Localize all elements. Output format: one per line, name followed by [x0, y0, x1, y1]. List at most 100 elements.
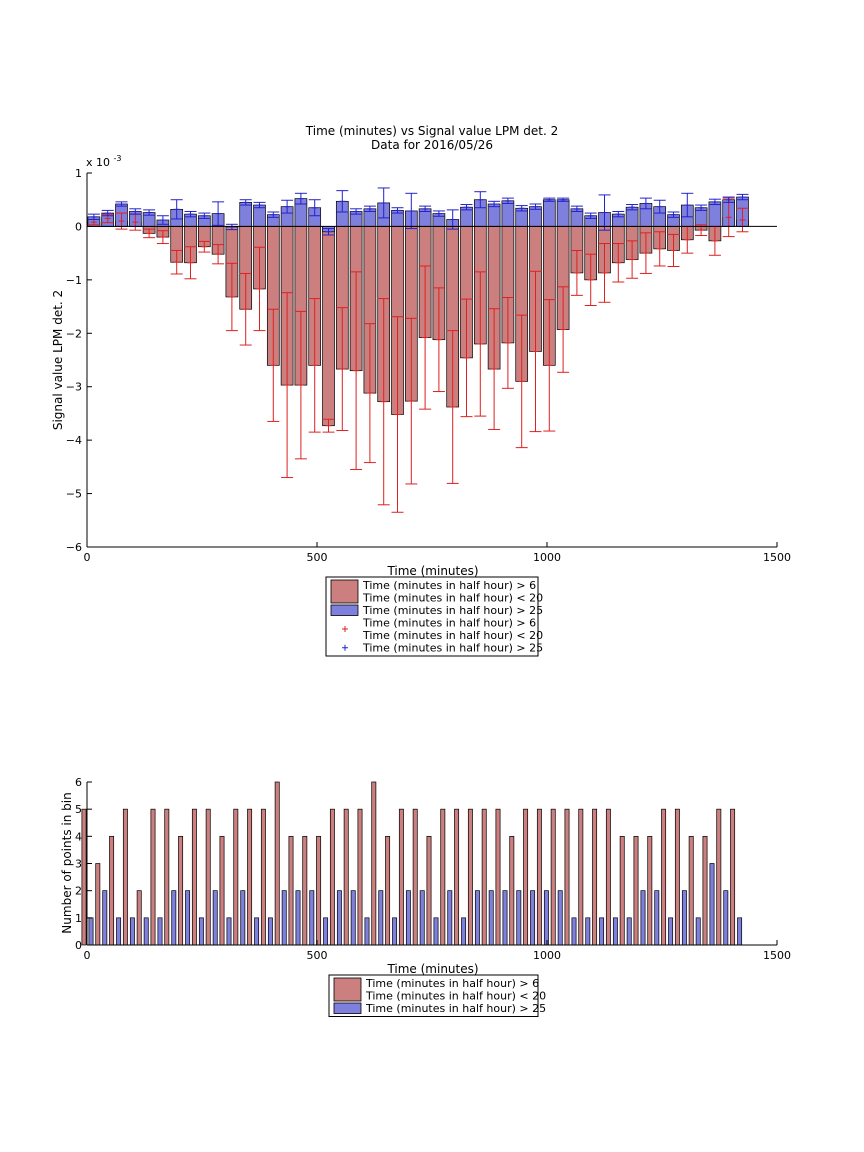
- count-bar-blue: [88, 917, 94, 946]
- count-bar-blue: [309, 890, 315, 946]
- chart2-xlabel: Time (minutes): [386, 962, 478, 976]
- chart2-legend-label: Time (minutes in half hour) < 20: [365, 990, 546, 1003]
- count-bar-blue: [419, 890, 425, 946]
- count-bar-red: [647, 835, 653, 946]
- count-bar-red: [619, 835, 625, 946]
- chart2-legend-swatch: [333, 977, 362, 1002]
- count-bar-red: [274, 781, 280, 946]
- count-bar-blue: [240, 890, 246, 946]
- count-bar-red: [509, 835, 515, 946]
- chart2-y-tick-label: 5: [75, 803, 82, 816]
- count-bar-red: [702, 835, 708, 946]
- chart1-y-exponent-base: x 10: [86, 156, 110, 169]
- count-bar-red: [385, 835, 391, 946]
- count-bar-blue: [226, 917, 232, 946]
- chart1-y-tick-label: −5: [66, 488, 82, 501]
- count-bar-blue: [709, 863, 715, 946]
- chart1-y-tick-label: 0: [75, 220, 82, 233]
- count-bar-blue: [364, 917, 370, 946]
- count-bar-blue: [392, 917, 398, 946]
- count-bar-red: [136, 890, 142, 946]
- count-bar-blue: [336, 890, 342, 946]
- count-bar-red: [426, 835, 432, 946]
- count-bar-blue: [281, 890, 287, 946]
- count-bar-red: [109, 835, 115, 946]
- count-bar-blue: [612, 917, 618, 946]
- count-bar-blue: [516, 890, 522, 946]
- count-bar-red: [95, 863, 101, 946]
- count-bar-red: [219, 835, 225, 946]
- count-bar-blue: [723, 890, 729, 946]
- count-bar-red: [343, 808, 349, 946]
- count-bar-blue: [212, 890, 218, 946]
- chart1-x-tick-label: 1500: [763, 551, 791, 564]
- count-bar-red: [467, 808, 473, 946]
- count-bar-red: [122, 808, 128, 946]
- count-bar-red: [592, 808, 598, 946]
- chart1-plot-area: [87, 187, 749, 513]
- count-bar-red: [688, 835, 694, 946]
- count-bar-blue: [695, 917, 701, 946]
- count-bar-red: [633, 835, 639, 946]
- count-bar-red: [716, 808, 722, 946]
- count-bar-blue: [502, 890, 508, 946]
- chart2-legend-label: Time (minutes in half hour) > 25: [365, 1002, 546, 1015]
- count-bar-red: [454, 808, 460, 946]
- chart2-x-tick-label: 1000: [533, 949, 561, 962]
- count-bar-blue: [474, 890, 480, 946]
- chart1-legend-box: [325, 576, 539, 657]
- count-bar-blue: [626, 917, 632, 946]
- chart1-y-exponent-power: -3: [114, 154, 122, 163]
- bar-blue: [556, 199, 570, 227]
- count-bar-blue: [447, 890, 453, 946]
- chart2-x-tick-label: 1500: [763, 949, 791, 962]
- chart1-legend-label: Time (minutes in half hour) > 25: [362, 604, 543, 617]
- chart2-y-tick-label: 0: [75, 939, 82, 952]
- bar-blue: [501, 200, 515, 227]
- count-bar-red: [495, 808, 501, 946]
- chart1-y-tick-label: −1: [66, 274, 82, 287]
- count-bar-red: [247, 808, 253, 946]
- count-bar-blue: [557, 890, 563, 946]
- count-bar-blue: [102, 890, 108, 946]
- count-bar-red: [302, 835, 308, 946]
- chart2-y-tick-label: 1: [75, 912, 82, 925]
- chart2-plot-area: [81, 781, 743, 946]
- chart2-y-tick-label: 6: [75, 776, 82, 789]
- count-bar-red: [191, 808, 197, 946]
- count-bar-red: [550, 808, 556, 946]
- count-bar-blue: [157, 917, 163, 946]
- chart1-legend-swatch: [330, 604, 359, 616]
- chart1-legend-label: Time (minutes in half hour) > 25: [362, 642, 543, 655]
- bar-blue: [708, 201, 722, 227]
- count-bar-red: [564, 808, 570, 946]
- chart2-y-tick-label: 4: [75, 830, 82, 843]
- chart1-ylabel: Signal value LPM det. 2: [51, 290, 65, 430]
- count-bar-blue: [543, 890, 549, 946]
- chart1-y-tick-label: −4: [66, 434, 82, 447]
- bar-red: [322, 226, 335, 427]
- chart1-title: Time (minutes) vs Signal value LPM det. …: [305, 124, 558, 138]
- chart1-legend: Time (minutes in half hour) > 6 Time (min…: [325, 576, 543, 657]
- chart1-legend-label: Time (minutes in half hour) > 6: [362, 579, 536, 592]
- count-bar-red: [150, 808, 156, 946]
- count-bar-red: [674, 808, 680, 946]
- count-bar-blue: [295, 890, 301, 946]
- chart1-y-tick-label: −2: [66, 327, 82, 340]
- chart2-y-tick-label: 2: [75, 885, 82, 898]
- chart1-y-tick-label: −3: [66, 381, 82, 394]
- chart1-legend-label: Time (minutes in half hour) < 20: [362, 629, 543, 642]
- chart2-legend-box: [328, 974, 539, 1017]
- chart1-y-exponent: x 10 -3: [86, 154, 122, 169]
- count-bar-red: [398, 808, 404, 946]
- chart2-legend-label: Time (minutes in half hour) > 6: [365, 977, 539, 990]
- chart2-legend-swatch: [333, 1002, 362, 1014]
- count-bar-blue: [116, 917, 122, 946]
- chart2-axes-box: [87, 782, 777, 945]
- count-bar-blue: [640, 890, 646, 946]
- count-bar-red: [730, 808, 736, 946]
- count-bar-blue: [530, 890, 536, 946]
- count-bar-red: [164, 808, 170, 946]
